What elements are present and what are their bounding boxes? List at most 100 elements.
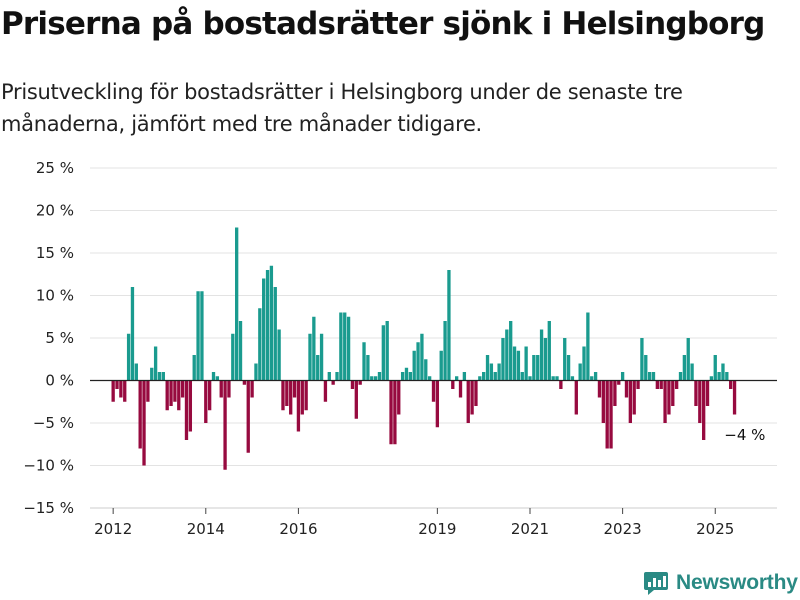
bar (273, 287, 277, 381)
x-tick-label: 2014 (187, 520, 225, 538)
bar (130, 287, 135, 381)
bar (358, 380, 362, 385)
page-title: Priserna på bostadsrätter sjönk i Helsin… (1, 6, 765, 42)
bar (647, 372, 652, 381)
bar (300, 380, 304, 415)
bar (605, 380, 609, 449)
bar (644, 355, 648, 381)
bar (632, 380, 636, 415)
bar (316, 355, 320, 381)
bar (520, 372, 524, 381)
bar (640, 338, 644, 381)
bar (211, 372, 216, 381)
bar (559, 380, 563, 389)
bar (173, 380, 177, 402)
bar (512, 346, 517, 381)
bar (578, 363, 582, 381)
bar (431, 380, 436, 402)
bar (123, 380, 127, 402)
bar (570, 376, 575, 381)
bar (462, 372, 467, 381)
bar (362, 342, 366, 381)
bar (674, 380, 679, 389)
bar (196, 291, 200, 381)
bar (180, 380, 185, 398)
bar (663, 380, 667, 423)
bar (698, 380, 702, 423)
bar (312, 316, 316, 381)
bar (366, 355, 370, 381)
bar (188, 380, 193, 432)
bar (593, 372, 598, 381)
bar (111, 380, 115, 402)
bar (690, 363, 694, 381)
bar (277, 329, 281, 381)
grid-lines (90, 167, 777, 509)
bar (404, 367, 409, 381)
latest-value-annotation: −4 % (724, 426, 765, 444)
bar (308, 333, 312, 381)
bar (667, 380, 671, 415)
bar (343, 312, 347, 381)
bar (651, 372, 656, 381)
bar (478, 376, 482, 381)
bar (709, 376, 714, 381)
bar (613, 380, 617, 406)
bar (482, 372, 486, 381)
x-axis-ticks: 2012 2014 2016 2019 2021 2023 2025 (94, 508, 734, 538)
bar (617, 380, 621, 385)
bar (377, 372, 382, 381)
bar (397, 380, 401, 415)
bar (238, 321, 243, 381)
bar (609, 380, 613, 449)
bar (262, 278, 266, 381)
bar (424, 359, 428, 381)
bar (466, 380, 470, 423)
bar (408, 372, 412, 381)
x-tick-label: 2025 (696, 520, 734, 538)
bar (713, 355, 717, 381)
bar (323, 380, 328, 402)
bar (150, 367, 154, 381)
bar (319, 333, 324, 381)
newsworthy-logo: Newsworthy (643, 567, 798, 599)
bar (732, 380, 737, 415)
price-change-chart: 25 % 20 % 15 % 10 % 5 % 0 % −5 % −10 % −15 % 201… (23, 159, 777, 538)
bar (296, 380, 301, 432)
bar (447, 270, 451, 381)
bar (497, 363, 501, 381)
y-tick-label: −15 % (23, 499, 74, 517)
bar (659, 380, 663, 389)
bar (501, 338, 505, 381)
x-tick-label: 2012 (94, 520, 132, 538)
y-tick-label: −5 % (33, 414, 74, 432)
bar (370, 376, 374, 381)
bar (485, 355, 490, 381)
bar (435, 380, 440, 428)
bar (455, 376, 459, 381)
bar (555, 376, 559, 381)
y-tick-label: 25 % (36, 159, 74, 177)
bar (219, 380, 223, 398)
newsworthy-chart-icon (644, 572, 668, 595)
bar (597, 380, 602, 398)
bar (281, 380, 285, 411)
bar (427, 376, 432, 381)
bar (547, 321, 551, 381)
bar (327, 372, 331, 381)
bar (385, 321, 389, 381)
chart-subtitle: Prisutveckling för bostadsrätter i Helsi… (1, 80, 683, 136)
bar (620, 372, 625, 381)
bar (223, 380, 227, 470)
bar (354, 380, 358, 419)
bar (682, 355, 687, 381)
bar (721, 363, 725, 381)
bar (563, 338, 567, 381)
bar (153, 346, 158, 381)
bar (412, 350, 416, 381)
bar (601, 380, 605, 423)
y-tick-label: 20 % (36, 202, 74, 220)
bar (725, 372, 729, 381)
bar (628, 380, 632, 423)
bar (381, 325, 385, 381)
